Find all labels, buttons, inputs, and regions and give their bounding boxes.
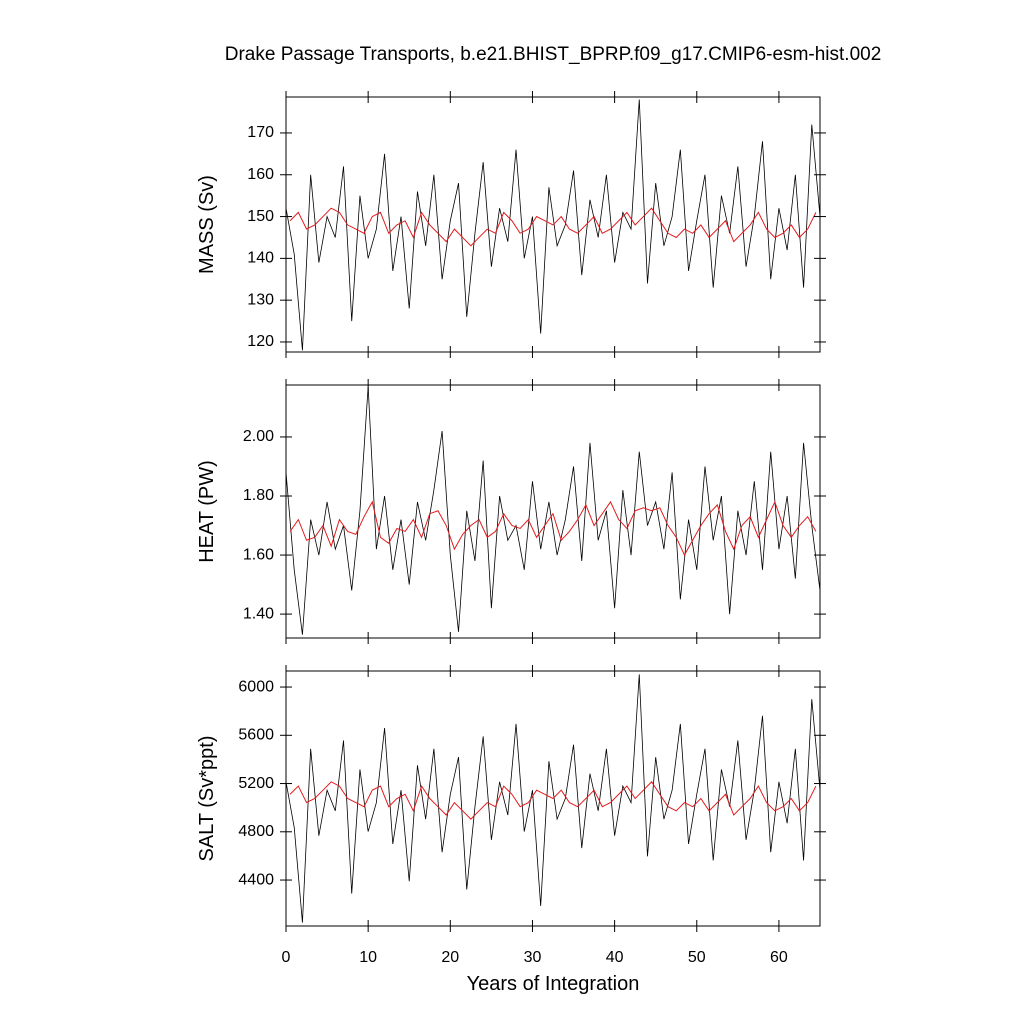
y-tick-label: 160 (247, 166, 274, 183)
plot-frame (285, 384, 821, 639)
data-line (285, 674, 821, 923)
y-axis-title: HEAT (PW) (196, 460, 218, 563)
y-axis-title: MASS (Sv) (196, 175, 218, 274)
y-tick-label: 1.80 (243, 487, 274, 504)
data-line (289, 781, 817, 820)
y-tick-label: 4800 (238, 823, 274, 840)
data-line (285, 386, 821, 635)
y-tick-label: 140 (247, 250, 274, 267)
y-tick-label: 130 (247, 291, 274, 308)
x-tick-label: 40 (606, 949, 624, 966)
data-line (285, 99, 821, 351)
x-tick-label: 60 (770, 949, 788, 966)
y-tick-label: 170 (247, 124, 274, 141)
data-line (289, 207, 817, 247)
x-tick-label: 0 (282, 949, 291, 966)
x-axis-title: Years of Integration (467, 973, 640, 995)
y-tick-label: 1.60 (243, 546, 274, 563)
y-tick-label: 5600 (238, 727, 274, 744)
plot-frame (285, 670, 821, 927)
x-tick-label: 30 (524, 949, 542, 966)
y-tick-label: 120 (247, 333, 274, 350)
x-tick-label: 10 (359, 949, 377, 966)
x-tick-label: 20 (441, 949, 459, 966)
y-tick-label: 6000 (238, 678, 274, 695)
y-axis-title: SALT (Sv*ppt) (196, 736, 218, 862)
x-tick-label: 50 (688, 949, 706, 966)
y-tick-label: 2.00 (243, 428, 274, 445)
y-tick-label: 1.40 (243, 605, 274, 622)
data-line (289, 500, 817, 557)
chart-title: Drake Passage Transports, b.e21.BHIST_BP… (225, 44, 882, 65)
y-tick-label: 5200 (238, 775, 274, 792)
y-tick-label: 4400 (238, 871, 274, 888)
y-tick-label: 150 (247, 208, 274, 225)
plot-frame (285, 96, 821, 353)
